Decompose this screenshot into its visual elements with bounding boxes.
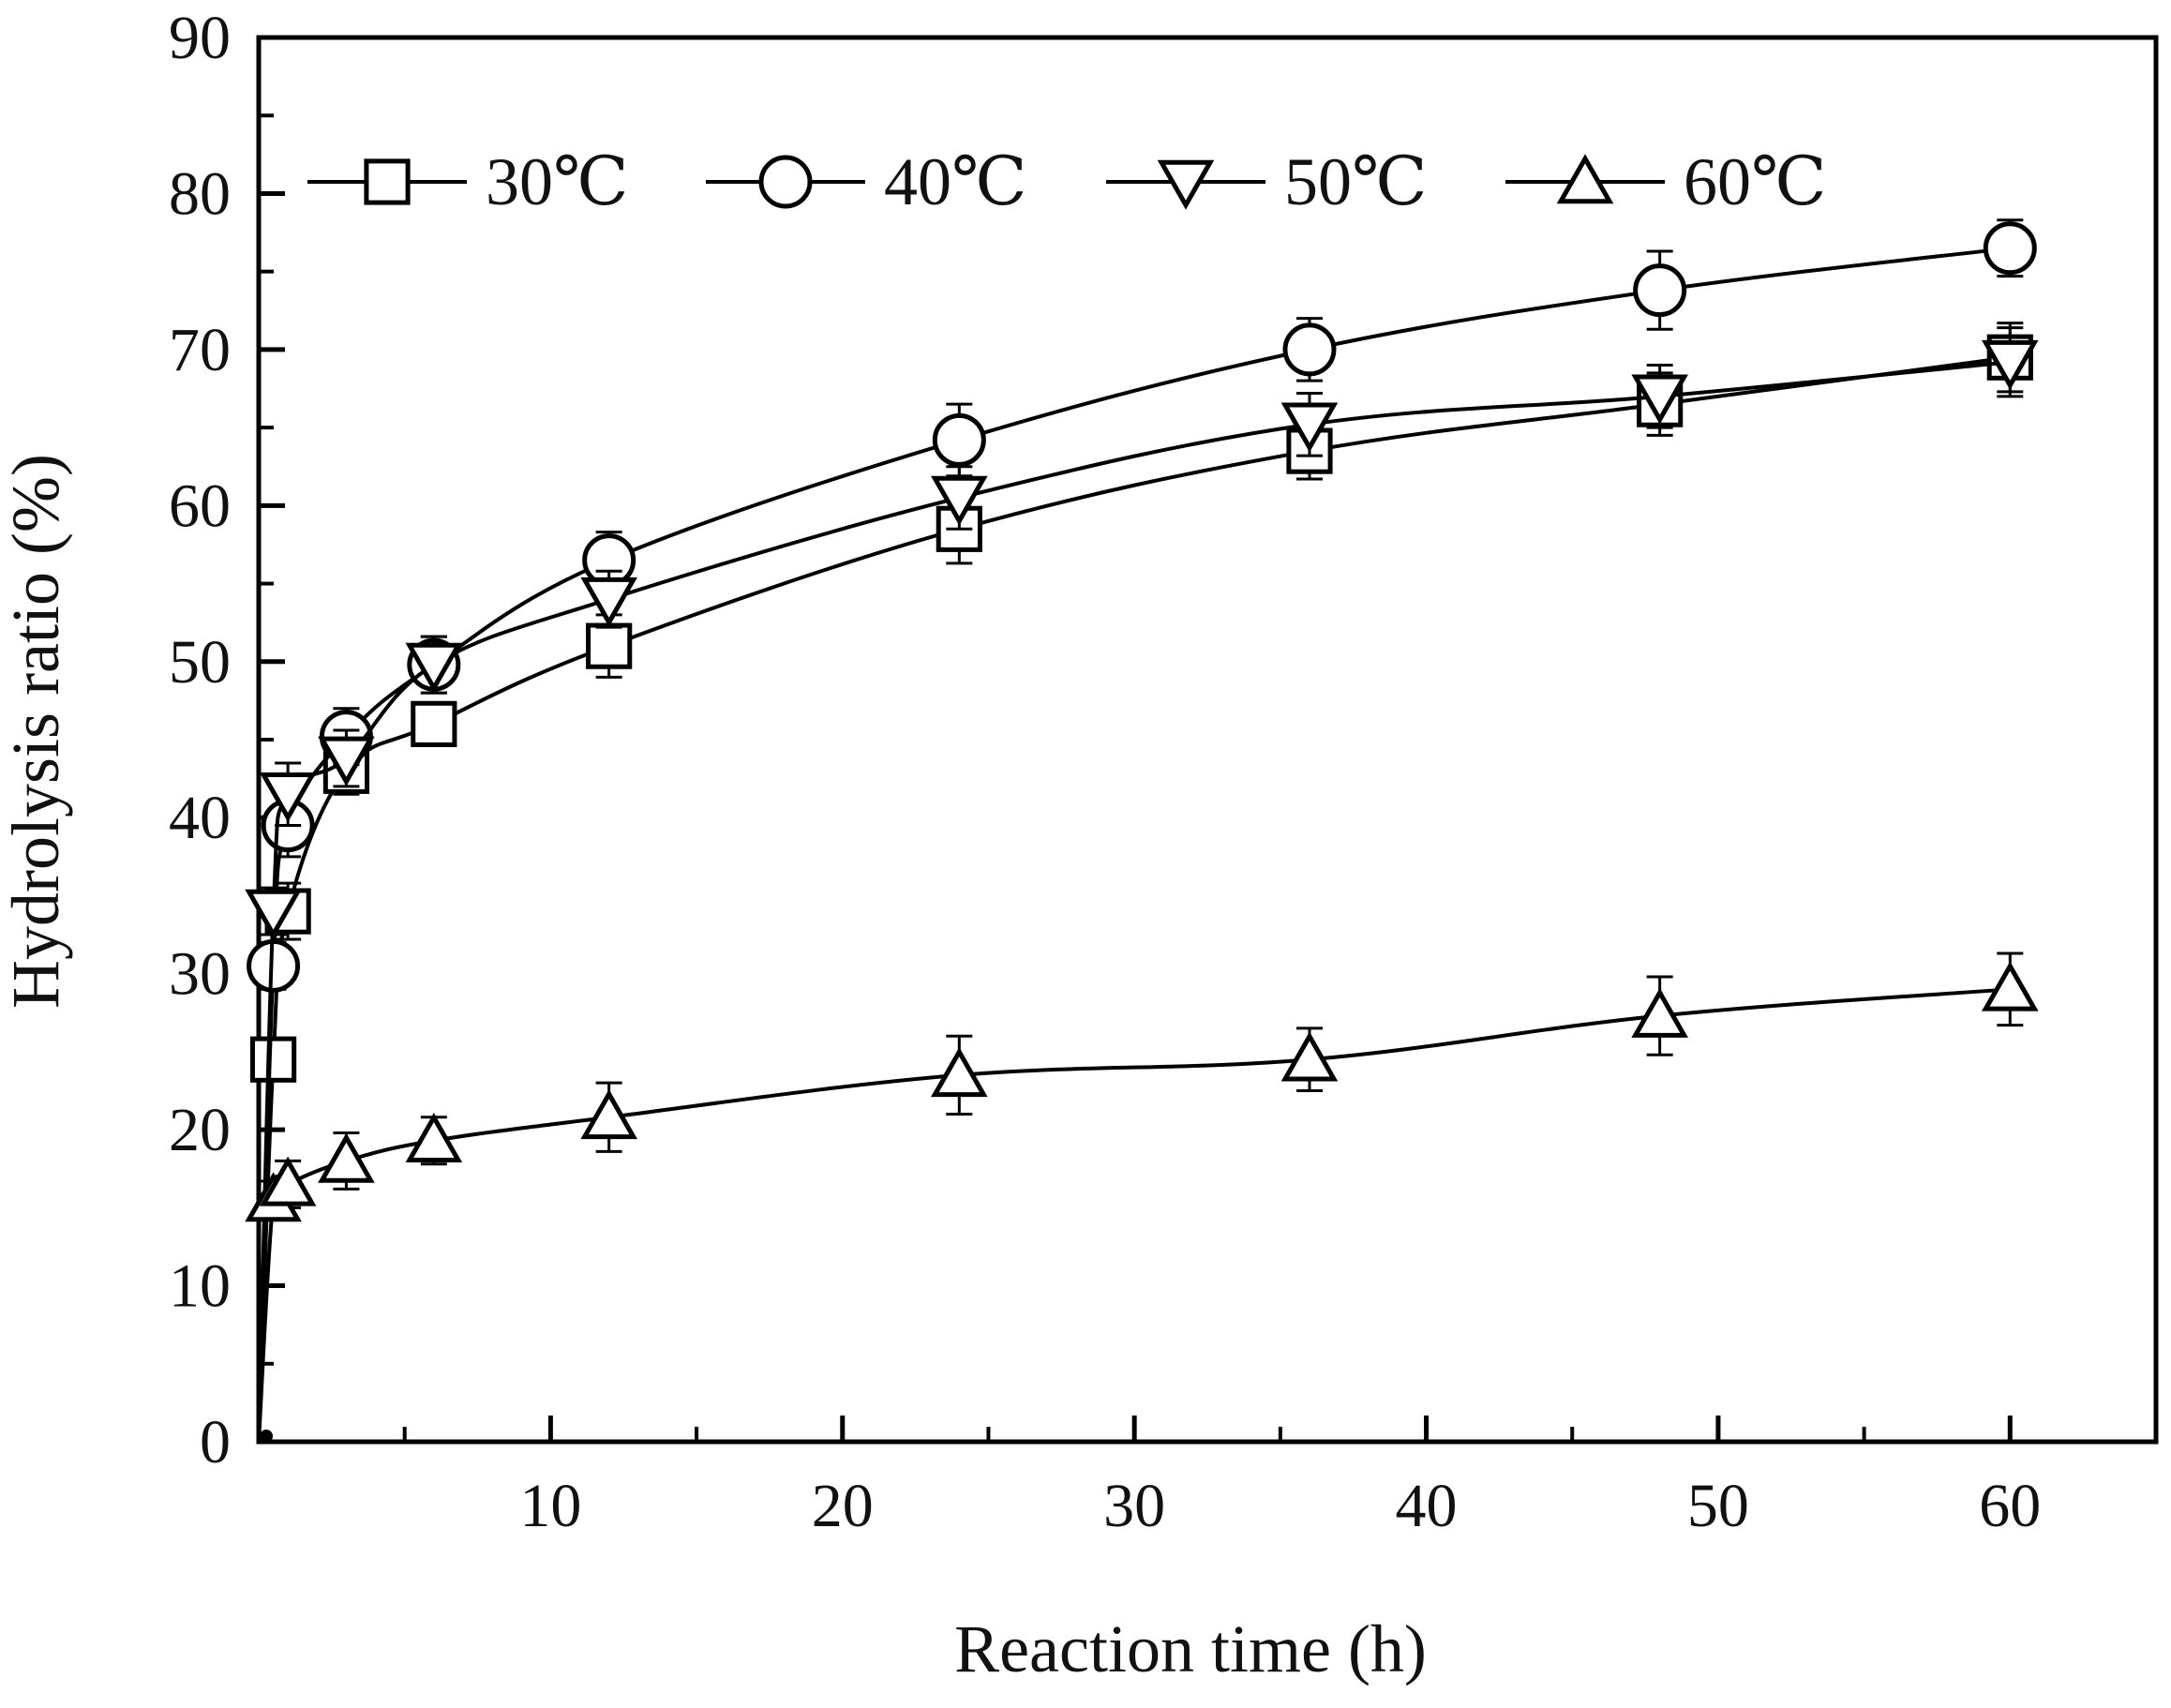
data-point (1631, 374, 1688, 425)
y-tick-label: 10 (169, 1252, 231, 1321)
data-point (586, 622, 633, 669)
series-line (257, 355, 2011, 1443)
data-point (405, 1113, 463, 1163)
legend-item: 60℃ (1505, 144, 1827, 219)
legend-label: 30℃ (486, 144, 629, 219)
data-point (411, 700, 457, 747)
series-layer (245, 218, 2039, 1443)
data-point (580, 1089, 637, 1140)
y-axis: 0 10 20 30 40 50 60 70 80 90 (169, 4, 285, 1476)
y-tick-label: 70 (169, 316, 231, 384)
x-tick-label: 30 (1103, 1472, 1165, 1540)
data-point (931, 475, 988, 526)
legend: 30℃ 40℃ 50℃ 60℃ (307, 144, 1827, 219)
data-point (1280, 402, 1339, 453)
data-point (931, 1047, 988, 1098)
data-point (932, 412, 986, 467)
y-tick-label: 40 (169, 784, 231, 852)
origin-point (260, 1430, 273, 1443)
plot-frame (256, 35, 2159, 1445)
y-tick-label: 60 (169, 472, 231, 540)
data-point (245, 889, 302, 939)
legend-marker (1556, 154, 1614, 204)
data-point (1981, 339, 2039, 390)
plot-border (256, 35, 2159, 1445)
data-point (259, 1156, 317, 1206)
series-3 (245, 326, 2039, 1443)
legend-marker (1157, 159, 1215, 210)
x-axis-title: Reaction time (h) (954, 1611, 1427, 1686)
series-line (257, 246, 2011, 1443)
y-tick-label: 80 (169, 159, 231, 228)
x-tick-label: 10 (519, 1472, 581, 1540)
series-2 (247, 218, 2037, 1443)
data-point (318, 736, 375, 787)
y-tick-label: 20 (169, 1096, 231, 1164)
x-tick-label: 50 (1687, 1472, 1749, 1540)
series-line (257, 360, 2011, 1443)
legend-label: 40℃ (884, 144, 1027, 219)
y-tick-label: 50 (169, 628, 231, 697)
legend-item: 50℃ (1106, 144, 1428, 219)
legend-item: 40℃ (706, 144, 1027, 219)
data-point (1631, 987, 1688, 1038)
series-1 (249, 322, 2033, 1443)
y-tick-label: 30 (169, 940, 231, 1009)
data-point (580, 577, 637, 627)
y-axis-title: Hydrolysis ratio (%) (0, 454, 73, 1009)
legend-item: 30℃ (307, 144, 629, 219)
data-point (1981, 961, 2039, 1011)
y-tick-label: 90 (169, 4, 231, 72)
legend-marker (758, 155, 813, 209)
data-point (1633, 263, 1687, 318)
x-tick-label: 40 (1396, 1472, 1458, 1540)
series-line (257, 987, 2011, 1443)
data-point (1280, 1031, 1339, 1082)
x-tick-label: 60 (1979, 1472, 2041, 1540)
y-tick-label: 0 (200, 1408, 231, 1476)
data-point (1983, 221, 2037, 276)
series-4 (245, 951, 2039, 1443)
legend-label: 60℃ (1684, 144, 1827, 219)
data-point (249, 1036, 297, 1083)
data-point (1282, 322, 1337, 377)
data-point (405, 642, 463, 693)
x-axis: 10 20 30 40 50 60 (402, 1416, 2041, 1540)
data-point (259, 772, 317, 822)
data-point (318, 1132, 375, 1183)
legend-marker (364, 158, 411, 205)
x-tick-label: 20 (812, 1472, 874, 1540)
legend-label: 50℃ (1284, 144, 1428, 219)
